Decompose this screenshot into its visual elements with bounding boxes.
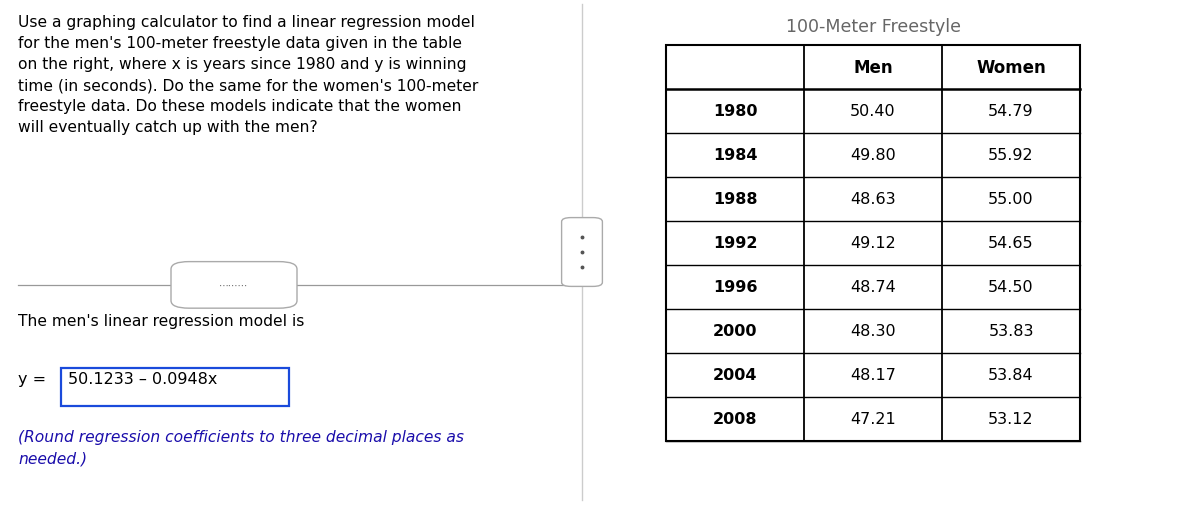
Text: 48.30: 48.30 (850, 324, 896, 338)
Text: 47.21: 47.21 (850, 412, 896, 426)
Bar (666, 45, 1080, 441)
Text: 2000: 2000 (713, 324, 757, 338)
Text: 1996: 1996 (713, 280, 757, 294)
Text: 49.80: 49.80 (850, 148, 896, 163)
Text: 100-Meter Freestyle: 100-Meter Freestyle (786, 18, 960, 36)
Text: 53.83: 53.83 (989, 324, 1033, 338)
Text: Men: Men (853, 59, 893, 76)
Text: 49.12: 49.12 (850, 236, 896, 250)
Text: 1992: 1992 (713, 236, 757, 250)
Text: 55.00: 55.00 (988, 192, 1034, 207)
Text: 50.1233 – 0.0948x: 50.1233 – 0.0948x (68, 371, 217, 386)
Bar (61, 369, 289, 407)
Text: 1984: 1984 (713, 148, 757, 163)
Text: ⋯⋯⋯: ⋯⋯⋯ (220, 280, 248, 290)
Text: 53.84: 53.84 (988, 368, 1034, 382)
Text: 1988: 1988 (713, 192, 757, 207)
Text: 48.63: 48.63 (850, 192, 896, 207)
Text: 54.79: 54.79 (988, 104, 1034, 119)
Text: 2004: 2004 (713, 368, 757, 382)
Text: 54.50: 54.50 (988, 280, 1034, 294)
Text: The men's linear regression model is: The men's linear regression model is (18, 313, 305, 328)
Text: 53.12: 53.12 (988, 412, 1034, 426)
FancyBboxPatch shape (172, 262, 298, 309)
Text: 48.74: 48.74 (850, 280, 896, 294)
Text: y =: y = (18, 371, 52, 386)
Text: 54.65: 54.65 (988, 236, 1034, 250)
Text: (Round regression coefficients to three decimal places as
needed.): (Round regression coefficients to three … (18, 429, 464, 465)
Text: 2008: 2008 (713, 412, 757, 426)
Text: 50.40: 50.40 (850, 104, 896, 119)
Text: 55.92: 55.92 (988, 148, 1034, 163)
Text: 1980: 1980 (713, 104, 757, 119)
Text: Women: Women (976, 59, 1046, 76)
Text: Use a graphing calculator to find a linear regression model
for the men's 100-me: Use a graphing calculator to find a line… (18, 15, 479, 135)
Text: 48.17: 48.17 (850, 368, 896, 382)
FancyBboxPatch shape (562, 218, 602, 287)
